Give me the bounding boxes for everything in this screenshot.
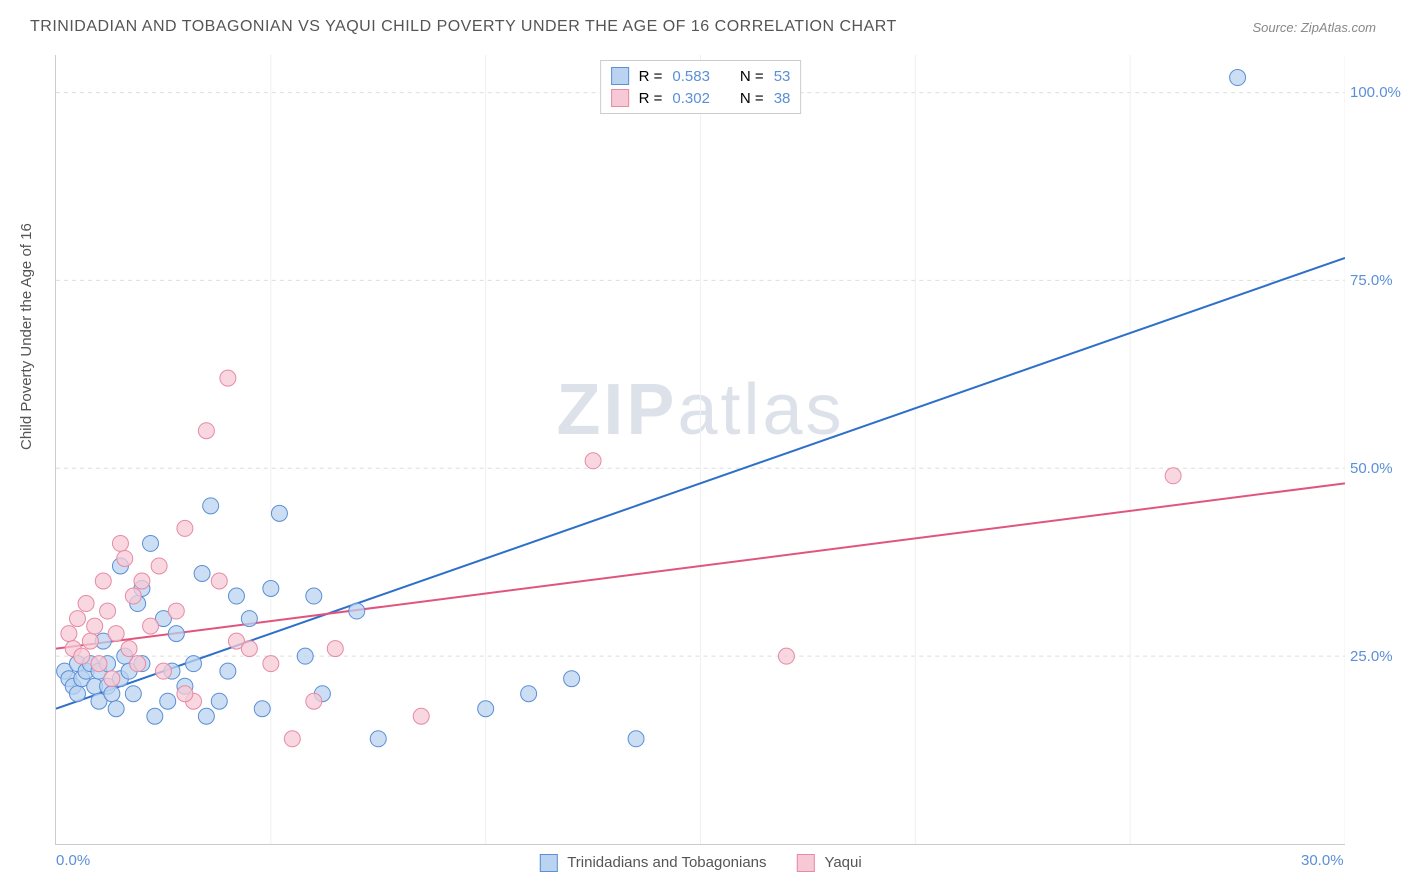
r-label: R =: [639, 90, 663, 107]
y-tick-label: 50.0%: [1350, 460, 1405, 477]
series-legend: Trinidadians and Tobagonians Yaqui: [539, 854, 861, 872]
n-label: N =: [740, 68, 764, 85]
legend-label-series1: Trinidadians and Tobagonians: [567, 854, 766, 871]
legend-label-series2: Yaqui: [824, 854, 861, 871]
y-axis-label: Child Poverty Under the Age of 16: [18, 223, 35, 450]
y-tick-label: 100.0%: [1350, 84, 1405, 101]
legend-row-series2: R = 0.302 N = 38: [611, 87, 791, 109]
legend-row-series1: R = 0.583 N = 53: [611, 65, 791, 87]
legend-item-series1: Trinidadians and Tobagonians: [539, 854, 766, 872]
r-value-series1: 0.583: [672, 68, 710, 85]
y-tick-label: 75.0%: [1350, 272, 1405, 289]
correlation-legend: R = 0.583 N = 53 R = 0.302 N = 38: [600, 60, 802, 114]
legend-swatch-series2: [611, 89, 629, 107]
x-tick-label: 0.0%: [56, 852, 90, 869]
r-label: R =: [639, 68, 663, 85]
chart-title: TRINIDADIAN AND TOBAGONIAN VS YAQUI CHIL…: [30, 18, 897, 36]
x-tick-label: 30.0%: [1301, 852, 1344, 869]
legend-swatch-series2-bottom: [797, 854, 815, 872]
scatter-plot-svg: [56, 55, 1345, 844]
n-value-series1: 53: [774, 68, 791, 85]
n-label: N =: [740, 90, 764, 107]
r-value-series2: 0.302: [672, 90, 710, 107]
n-value-series2: 38: [774, 90, 791, 107]
chart-source: Source: ZipAtlas.com: [1252, 20, 1376, 35]
legend-swatch-series1-bottom: [539, 854, 557, 872]
legend-swatch-series1: [611, 67, 629, 85]
y-tick-label: 25.0%: [1350, 648, 1405, 665]
chart-plot-area: ZIPatlas R = 0.583 N = 53 R = 0.302 N = …: [55, 55, 1345, 845]
legend-item-series2: Yaqui: [797, 854, 862, 872]
